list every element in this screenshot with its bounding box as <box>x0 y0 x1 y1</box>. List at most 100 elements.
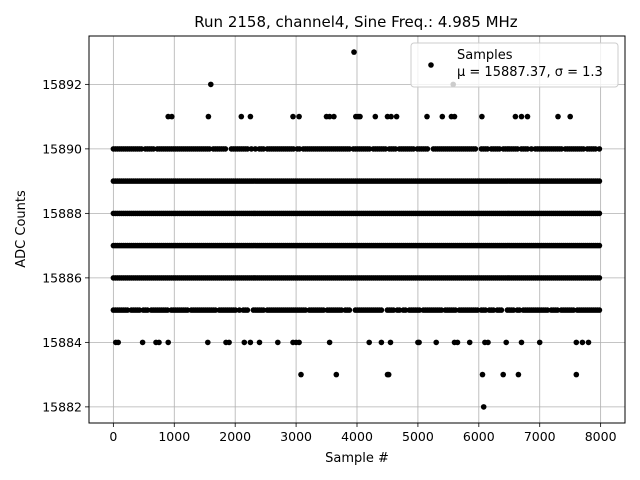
data-point-outlier <box>357 113 363 120</box>
x-tick-label: 8000 <box>585 429 617 444</box>
data-point-level-15890 <box>150 146 157 152</box>
data-point-outlier <box>466 339 473 346</box>
data-point-outlier <box>238 113 245 120</box>
x-tick-label: 2000 <box>219 429 251 444</box>
data-point-outlier <box>139 339 146 346</box>
data-point-level-15885 <box>236 307 243 313</box>
x-tick-label: 5000 <box>402 429 434 444</box>
data-point-outlier <box>366 339 373 346</box>
data-point-level-15885 <box>498 307 505 313</box>
data-point-level-15890 <box>296 146 303 152</box>
data-point-outlier <box>416 339 422 346</box>
data-points <box>110 49 603 410</box>
data-point-level-15890 <box>592 146 599 152</box>
data-point-level-15885 <box>554 307 561 313</box>
data-point-level-15890 <box>484 146 491 152</box>
data-point-level-15885 <box>144 307 151 313</box>
y-tick-label: 15884 <box>42 335 82 350</box>
x-tick-label: 3000 <box>280 429 312 444</box>
legend-entry-detail: μ = 15887.37, σ = 1.3 <box>457 65 603 80</box>
data-point-outlier <box>518 339 525 346</box>
x-tick-label: 1000 <box>158 429 190 444</box>
data-point-outlier <box>298 371 304 378</box>
y-axis-label: ADC Counts <box>14 190 29 268</box>
legend-entry-label: Samples <box>457 48 513 63</box>
data-point-level-15890 <box>524 146 531 152</box>
x-tick-label: 6000 <box>463 429 495 444</box>
data-point-outlier <box>536 339 543 346</box>
data-point-level-15890 <box>528 146 535 152</box>
data-point-level-15885 <box>136 307 143 313</box>
data-point-level-15886 <box>596 275 603 281</box>
data-point-outlier <box>226 339 232 346</box>
data-point-outlier <box>555 113 561 120</box>
chart-title: Run 2158, channel4, Sine Freq.: 4.985 MH… <box>194 13 518 31</box>
data-point-outlier <box>573 371 580 378</box>
data-point-level-15885 <box>516 307 523 313</box>
data-point-level-15885 <box>416 307 423 313</box>
data-point-level-15890 <box>366 146 373 152</box>
data-point-level-15885 <box>510 307 517 313</box>
data-point-outlier <box>515 371 522 378</box>
data-point-outlier <box>503 339 510 346</box>
data-point-outlier <box>393 113 400 120</box>
data-point-outlier <box>433 339 440 346</box>
data-point-level-15885 <box>474 307 481 313</box>
data-point-level-15888 <box>596 210 603 217</box>
data-point-outlier <box>479 113 485 120</box>
data-point-level-15887 <box>596 242 603 249</box>
y-tick-label: 15892 <box>42 77 82 92</box>
data-point-outlier <box>208 81 214 88</box>
data-point-outlier <box>296 339 302 346</box>
data-point-level-15885 <box>124 307 131 313</box>
y-tick-label: 15890 <box>42 141 82 156</box>
data-point-level-15885 <box>184 307 191 313</box>
data-point-level-15885 <box>390 307 397 313</box>
data-point-level-15890 <box>410 146 417 152</box>
data-point-outlier <box>480 404 487 410</box>
data-point-level-15890 <box>496 146 503 152</box>
data-point-outlier <box>165 339 171 346</box>
data-point-outlier <box>326 113 333 120</box>
data-point-level-15890 <box>382 146 389 152</box>
data-point-level-15885 <box>212 307 219 313</box>
data-point-outlier <box>451 113 458 120</box>
data-point-level-15890 <box>472 146 479 152</box>
data-point-outlier <box>205 113 212 120</box>
data-point-level-15890 <box>222 146 229 152</box>
y-axis-ticks: 15882 15884 15886 15888 15890 15892 <box>42 77 89 414</box>
data-point-outlier <box>156 339 162 346</box>
legend-marker <box>428 62 434 68</box>
data-point-outlier <box>247 339 254 346</box>
data-point-outlier <box>256 339 263 346</box>
data-point-level-15885 <box>244 307 251 313</box>
data-point-level-15885 <box>570 307 577 313</box>
data-point-level-15890 <box>392 146 399 152</box>
data-point-outlier <box>518 113 525 120</box>
data-point-outlier <box>115 339 121 346</box>
legend-box <box>410 42 619 88</box>
data-point-level-15885 <box>320 307 327 313</box>
data-point-level-15885 <box>596 307 603 313</box>
data-point-level-15885 <box>452 307 459 313</box>
data-point-outlier <box>169 113 175 120</box>
data-point-level-15890 <box>138 146 145 152</box>
data-point-level-15890 <box>346 146 353 152</box>
data-point-outlier <box>567 113 573 120</box>
data-point-outlier <box>479 371 486 378</box>
x-tick-label: 4000 <box>341 429 373 444</box>
data-point-outlier <box>500 371 507 378</box>
data-point-outlier <box>524 113 531 120</box>
data-point-outlier <box>333 371 340 378</box>
x-axis-label: Sample # <box>325 451 389 466</box>
data-point-level-15890 <box>260 146 267 152</box>
data-point-outlier <box>387 339 394 346</box>
grid-lines <box>89 36 625 423</box>
data-point-level-15890 <box>596 146 603 152</box>
data-point-level-15885 <box>232 307 239 313</box>
data-point-level-15889 <box>596 178 603 184</box>
data-point-outlier <box>241 339 248 346</box>
data-point-level-15885 <box>338 307 345 313</box>
x-axis-ticks: 0 1000 2000 3000 4000 5000 6000 7000 8000 <box>109 423 617 444</box>
data-point-level-15885 <box>302 307 309 313</box>
